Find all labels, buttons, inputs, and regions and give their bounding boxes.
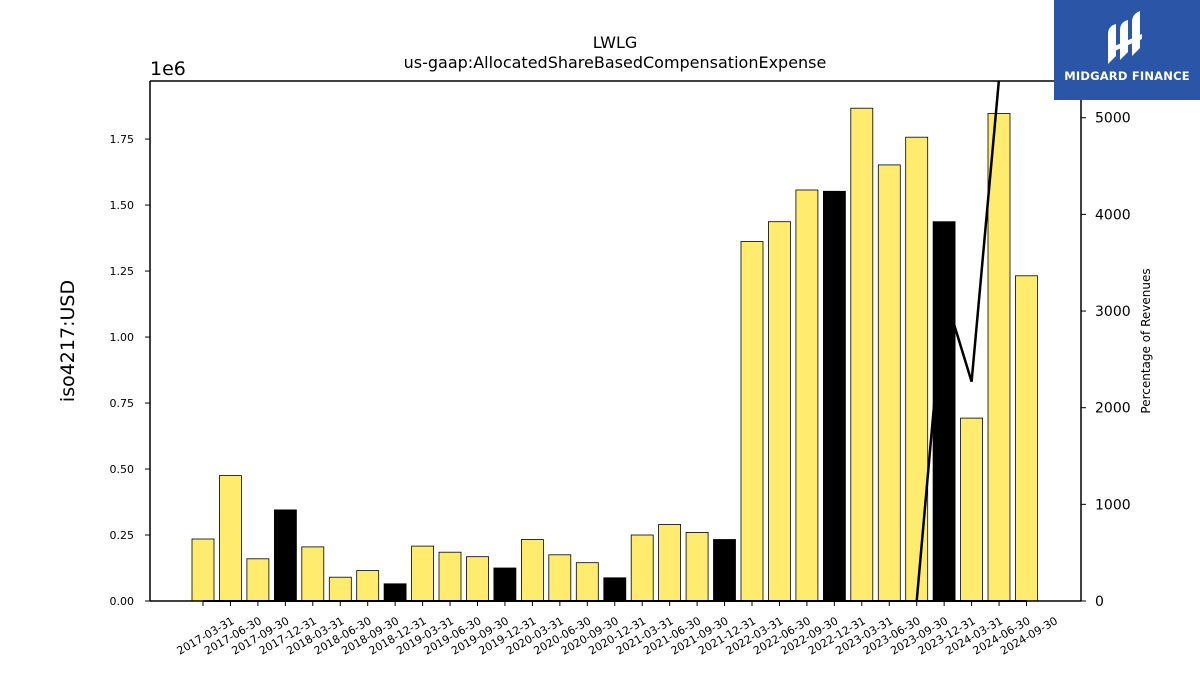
bar-2018-09-30 [356,570,380,602]
y-tick-label: 1.50 [110,199,135,212]
chart-subtitle: us-gaap:AllocatedShareBasedCompensationE… [404,53,827,72]
bar-2020-09-30 [575,562,599,602]
bar-2023-06-30 [877,164,901,602]
series-line-percentage-of-revenues [915,81,1001,601]
y-tick-label: 1.75 [110,133,135,146]
y2-tick-label: 3000 [1095,304,1131,320]
y2-axis-label: Percentage of Revenues [1139,268,1153,413]
bar-2021-09-30 [685,532,709,602]
bar-2018-12-31 [383,583,407,602]
bar-2023-12-31 [932,221,956,602]
y-tick-label: 0.50 [110,463,135,476]
midgard-logo-icon [1108,11,1142,64]
y2-tick-label: 0 [1095,594,1104,610]
y-tick-label: 0.75 [110,397,135,410]
y2-tick-label: 2000 [1095,401,1131,417]
bar-2021-03-31 [630,534,654,602]
y2-tick-label: 4000 [1095,207,1131,223]
bar-2022-06-30 [768,221,791,602]
bar-2018-03-31 [301,546,325,602]
y-tick-label: 0.00 [110,595,135,608]
bar-2023-03-31 [850,107,874,602]
bar-2020-03-31 [521,539,544,602]
bar-2023-09-30 [905,136,929,602]
bar-2020-12-31 [603,577,627,602]
bar-2017-06-30 [218,475,242,602]
bar-2024-06-30 [987,113,1011,602]
bar-group [191,107,1038,602]
bar-2021-06-30 [658,524,681,602]
bar-2021-12-31 [713,539,736,602]
y-ticks: 0.00 0.25 0.50 0.75 1.00 1.25 1.50 1.75 [110,133,150,608]
bar-2022-12-31 [823,190,846,602]
bar-2019-09-30 [466,556,489,602]
y2-tick-label: 5000 [1095,111,1131,127]
x-ticks: 2017-03-312017-06-302017-09-302017-12-31… [175,601,1060,658]
bar-2024-03-31 [960,417,983,602]
bar-2022-03-31 [740,241,764,602]
line-group [203,81,1027,602]
bar-2020-06-30 [548,554,572,602]
bar-2019-06-30 [438,551,462,602]
bar-2024-09-30 [1015,275,1038,602]
bar-2018-06-30 [328,576,352,602]
bar-2022-09-30 [795,189,819,602]
axes [149,80,1082,602]
y2-ticks: 0 1000 2000 3000 4000 5000 [1081,111,1131,610]
y-tick-label: 0.25 [110,529,135,542]
logo-text: MIDGARD FINANCE [1064,69,1190,83]
chart-title: LWLG [593,33,638,52]
y2-tick-label: 1000 [1095,497,1131,513]
y-offset-label: 1e6 [150,58,186,80]
bar-2019-03-31 [411,545,435,602]
bar-2017-12-31 [273,509,297,602]
y-tick-label: 1.00 [110,331,135,344]
bar-2019-12-31 [493,567,517,602]
bar-2017-09-30 [246,558,270,602]
bar-2017-03-31 [191,538,215,602]
brand-logo: MIDGARD FINANCE [1054,0,1200,100]
y-tick-label: 1.25 [110,265,135,278]
y-axis-label: iso4217:USD [57,280,79,402]
